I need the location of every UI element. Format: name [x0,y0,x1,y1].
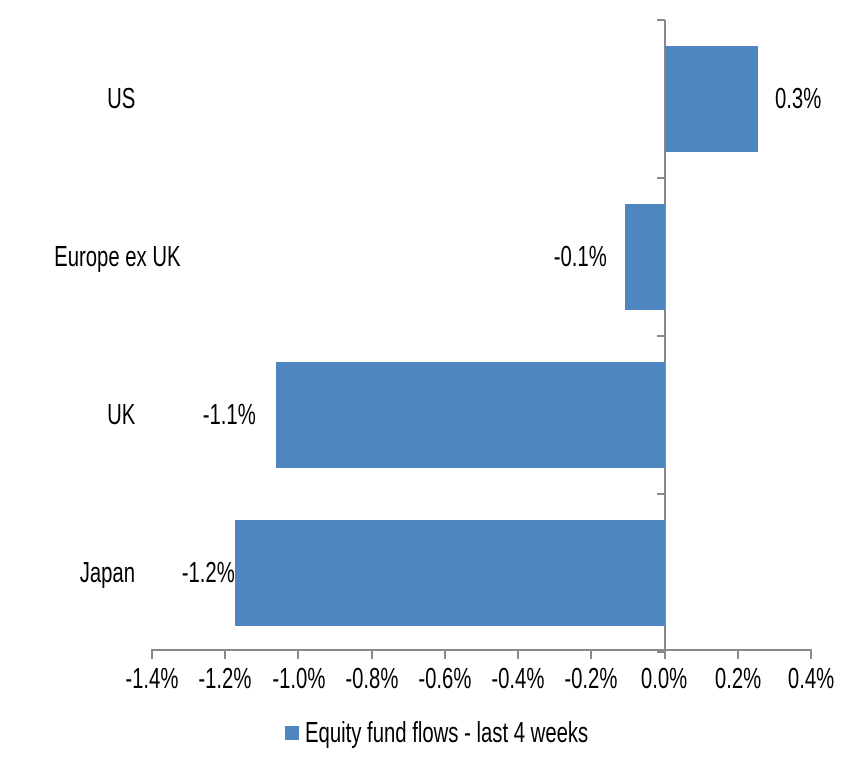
x-tick-label-text: 0.2% [714,663,761,695]
bar-us [664,46,758,152]
legend-label: Equity fund flows - last 4 weeks [305,717,589,749]
x-axis-tick [224,649,227,659]
x-tick-label-text: 0.0% [641,663,688,695]
x-axis-tick [736,649,739,659]
data-label-japan: -1.2% [14,558,234,588]
x-axis-line [151,649,812,651]
y-axis-tick [656,493,665,495]
category-label-uk: UK [0,400,135,430]
x-axis-tick [663,649,666,659]
x-tick-label: -0.2% [531,664,651,694]
x-axis-tick [297,649,300,659]
category-label-us-text: US [106,83,135,115]
x-tick-label: -0.6% [385,664,505,694]
x-tick-label-text: -1.2% [198,663,252,695]
legend-swatch-icon [285,726,299,740]
legend-entry: Equity fund flows - last 4 weeks [305,718,710,748]
x-tick-label: -0.8% [312,664,432,694]
x-axis-tick [810,649,812,659]
data-label-uk-text: -1.1% [202,399,256,431]
data-label-us-text: 0.3% [774,83,822,115]
x-tick-label: 0.4% [751,664,852,694]
x-tick-label-text: -0.8% [345,663,399,695]
x-tick-label: -1.2% [165,664,285,694]
category-label-us: US [0,84,135,114]
category-label-europe-ex-uk: Europe ex UK [0,242,180,272]
y-axis-tick [656,335,665,337]
y-axis-tick [656,19,665,21]
x-tick-label-text: -0.6% [418,663,472,695]
y-axis-line [663,20,666,650]
x-tick-label-text: -1.4% [125,663,179,695]
y-axis-tick [656,651,665,653]
bar-japan [235,520,665,626]
x-axis-tick [443,649,446,659]
data-label-uk: -1.1% [36,400,256,430]
x-tick-label: -0.4% [458,664,578,694]
x-tick-label: 0.0% [605,664,725,694]
x-tick-label-text: 0.4% [787,663,835,695]
x-axis-tick [370,649,373,659]
x-axis-tick [151,649,153,659]
category-label-japan: Japan [0,558,135,588]
bar-uk [275,362,665,468]
data-label-europe-ex-uk: -0.1% [386,242,606,272]
category-label-uk-text: UK [106,399,135,431]
x-tick-label: -1.4% [92,664,212,694]
data-label-japan-text: -1.2% [181,557,235,589]
x-tick-label: 0.2% [678,664,798,694]
x-tick-label-text: -0.4% [491,663,545,695]
category-label-japan-text: Japan [79,557,135,589]
x-axis-tick [517,649,520,659]
y-axis-tick [656,177,665,179]
bar-europe-ex-uk [625,204,665,310]
x-tick-label-text: -0.2% [564,663,618,695]
x-tick-label-text: -1.0% [271,663,325,695]
x-tick-label: -1.0% [238,664,358,694]
x-axis-tick [590,649,593,659]
category-label-europe-ex-uk-text: Europe ex UK [54,241,181,273]
data-label-europe-ex-uk-text: -0.1% [553,241,607,273]
data-label-us: 0.3% [775,84,852,114]
